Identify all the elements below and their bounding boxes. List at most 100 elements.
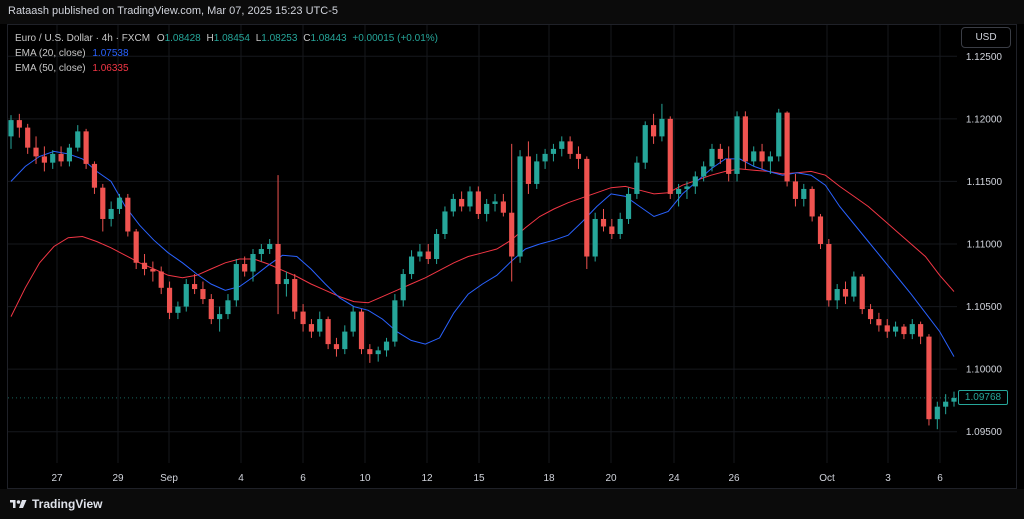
candlestick-series — [8, 103, 957, 430]
candle-body — [66, 147, 73, 162]
candle-body — [192, 284, 198, 290]
x-tick-label: 18 — [543, 473, 555, 484]
candle-body — [759, 151, 765, 162]
y-tick-label: 1.09500 — [966, 427, 1003, 438]
x-tick-label: 29 — [112, 473, 124, 484]
high-value: 1.08454 — [213, 33, 250, 44]
x-tick-label: 6 — [937, 473, 943, 484]
y-tick-label: 1.10500 — [966, 302, 1003, 313]
x-tick-label: 4 — [238, 473, 244, 484]
candle-body — [634, 162, 640, 194]
candle-body — [125, 197, 131, 232]
ema20-line — [10, 150, 955, 357]
candle-body — [951, 397, 957, 402]
candle-body — [350, 311, 356, 332]
change-value: +0.00015 (+0.01%) — [352, 33, 438, 44]
candle-body — [726, 158, 732, 174]
candle-body — [559, 141, 565, 149]
low-key: L — [255, 33, 262, 44]
candle-body — [392, 300, 398, 342]
tradingview-logo-icon — [10, 500, 27, 508]
candle-body — [751, 151, 757, 162]
candle-body — [934, 406, 940, 420]
candle-body — [567, 141, 573, 154]
candle-body — [701, 166, 707, 177]
y-tick-label: 1.11500 — [967, 177, 1003, 188]
x-tick-label: 6 — [300, 473, 306, 484]
candle-body — [742, 116, 748, 162]
candle-body — [442, 211, 448, 234]
candle-body — [292, 279, 298, 312]
x-tick-label: 20 — [605, 473, 617, 484]
close-key: C — [303, 33, 311, 44]
y-tick-label: 1.12000 — [966, 114, 1003, 125]
x-tick-label: 12 — [421, 473, 433, 484]
candle-body — [267, 244, 273, 250]
candle-body — [584, 158, 590, 257]
candle-body — [918, 324, 924, 337]
candle-body — [834, 289, 840, 301]
x-tick-label: Oct — [819, 473, 835, 484]
candle-body — [16, 120, 22, 128]
candle-body — [308, 324, 315, 332]
candle-body — [450, 198, 456, 212]
candle-body — [609, 226, 615, 234]
candle-body — [525, 156, 531, 184]
candle-body — [809, 188, 815, 217]
candle-body — [417, 251, 423, 257]
close-value: 1.08443 — [310, 33, 347, 44]
candle-body — [475, 191, 481, 214]
candle-body — [676, 188, 682, 194]
open-key: O — [156, 33, 165, 44]
candle-body — [183, 284, 189, 307]
candle-body — [826, 244, 832, 301]
candle-body — [801, 188, 807, 199]
candle-body — [242, 264, 248, 272]
published-byline: Rataash published on TradingView.com, Ma… — [8, 5, 338, 17]
candle-body — [784, 112, 790, 182]
candle-body — [600, 218, 607, 227]
symbol-title[interactable]: Euro / U.S. Dollar · 4h · FXCM — [15, 33, 151, 44]
x-tick-label: 3 — [885, 473, 891, 484]
tradingview-logo[interactable]: TradingView — [10, 497, 102, 511]
currency-button[interactable]: USD — [961, 27, 1011, 48]
candle-body — [250, 254, 256, 272]
chart-grid — [8, 25, 957, 463]
candle-body — [25, 127, 31, 148]
candle-body — [692, 176, 698, 187]
ema20-label: EMA (20, close) — [15, 48, 86, 59]
candle-body — [166, 287, 173, 313]
candle-body — [217, 314, 223, 320]
candle-body — [484, 203, 490, 214]
ema20-row[interactable]: EMA (20, close) 1.07538 — [15, 46, 438, 61]
x-tick-label: 26 — [728, 473, 740, 484]
candle-body — [667, 118, 673, 194]
candle-body — [459, 198, 465, 207]
candle-body — [400, 274, 406, 301]
candle-body — [141, 262, 148, 270]
candle-body — [500, 201, 506, 213]
candle-body — [734, 116, 740, 174]
candle-body — [709, 148, 715, 167]
candle-body — [909, 324, 915, 335]
candle-body — [300, 311, 306, 325]
candle-body — [425, 251, 431, 260]
candle-body — [175, 306, 181, 313]
candle-body — [100, 187, 106, 219]
ema20-series — [10, 150, 955, 357]
symbol-row: Euro / U.S. Dollar · 4h · FXCM O1.08428 … — [15, 31, 438, 46]
candle-body — [133, 231, 139, 263]
candle-body — [901, 326, 907, 335]
ema50-row[interactable]: EMA (50, close) 1.06335 — [15, 61, 438, 76]
last-price-tag: 1.09768 — [958, 390, 1008, 405]
open-value: 1.08428 — [164, 33, 201, 44]
candle-body — [108, 208, 114, 219]
x-tick-label: 24 — [668, 473, 680, 484]
y-tick-label: 1.10000 — [966, 365, 1003, 376]
candle-body — [650, 125, 657, 137]
candle-body — [208, 299, 214, 320]
low-value: 1.08253 — [261, 33, 298, 44]
high-key: H — [206, 33, 214, 44]
candle-body — [943, 401, 949, 407]
